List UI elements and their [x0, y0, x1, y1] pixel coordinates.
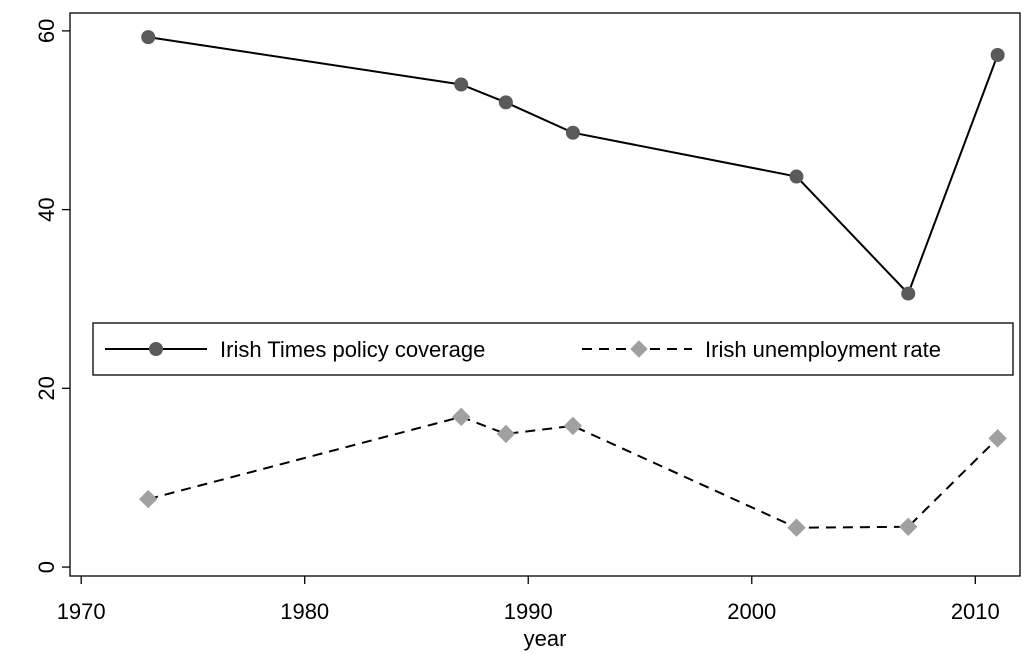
series-1-point-2011	[988, 429, 1007, 448]
legend-label-unemployment: Irish unemployment rate	[705, 337, 941, 362]
y-tick-label-60: 60	[34, 19, 59, 43]
x-axis: 1970 1980 1990 2000 2010	[57, 576, 1000, 624]
x-axis-title: year	[524, 626, 567, 651]
series-1-point-2002	[787, 518, 806, 537]
plot-frame	[69, 12, 1021, 577]
series-1-point-1989	[496, 424, 516, 444]
y-axis: 0 20 40 60	[34, 19, 70, 573]
y-tick-label-20: 20	[34, 376, 59, 400]
x-tick-label-1980: 1980	[280, 599, 329, 624]
x-tick-label-1990: 1990	[504, 599, 553, 624]
series-0-point-1973	[141, 30, 156, 45]
legend-marker-unemployment	[630, 340, 648, 358]
x-tick-label-1970: 1970	[57, 599, 106, 624]
series-1-point-2007	[898, 517, 918, 537]
series-0-point-2011	[990, 48, 1005, 63]
x-tick-label-2000: 2000	[727, 599, 776, 624]
series-0-point-2007	[901, 286, 916, 301]
series-0-point-1989	[498, 95, 513, 110]
series-layer	[138, 30, 1007, 537]
series-0-point-1987	[454, 77, 469, 92]
y-tick-label-40: 40	[34, 197, 59, 221]
legend: Irish Times policy coverage Irish unempl…	[92, 322, 1014, 376]
series-1-point-1987	[451, 407, 471, 427]
legend-label-coverage: Irish Times policy coverage	[220, 337, 485, 362]
series-0-point-2002	[789, 169, 804, 184]
series-0-point-1992	[565, 125, 580, 140]
y-tick-label-0: 0	[34, 561, 59, 573]
series-1-point-1992	[563, 416, 583, 436]
legend-marker-coverage	[149, 342, 163, 356]
series-1-point-1973	[138, 489, 158, 509]
x-tick-label-2010: 2010	[951, 599, 1000, 624]
legend-box	[92, 322, 1014, 376]
